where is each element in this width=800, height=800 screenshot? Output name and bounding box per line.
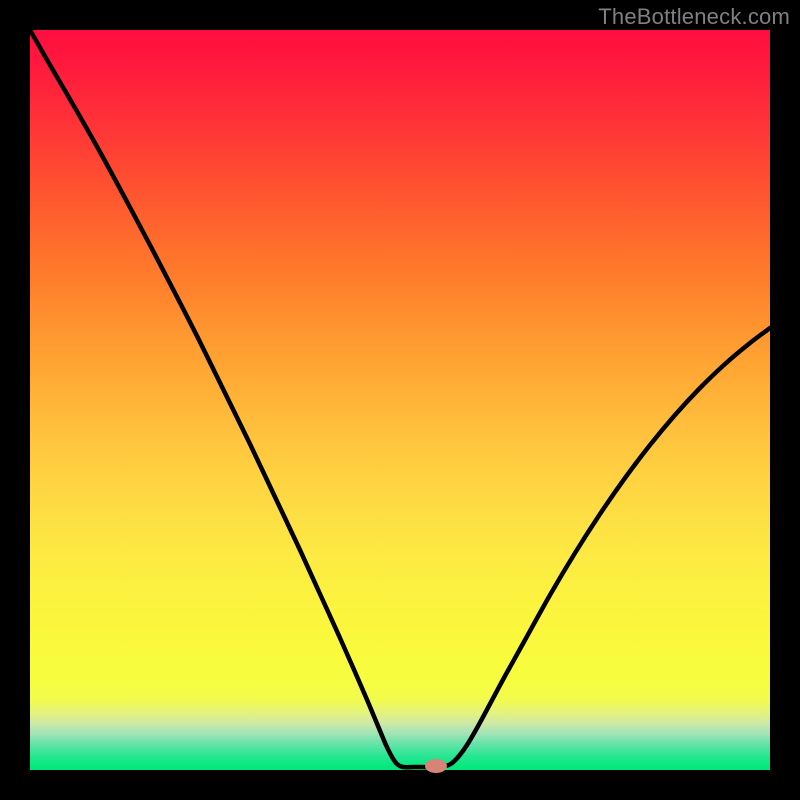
- minimum-marker: [425, 759, 447, 773]
- chart-svg: [0, 0, 800, 800]
- chart-stage: TheBottleneck.com: [0, 0, 800, 800]
- plot-background: [30, 30, 770, 770]
